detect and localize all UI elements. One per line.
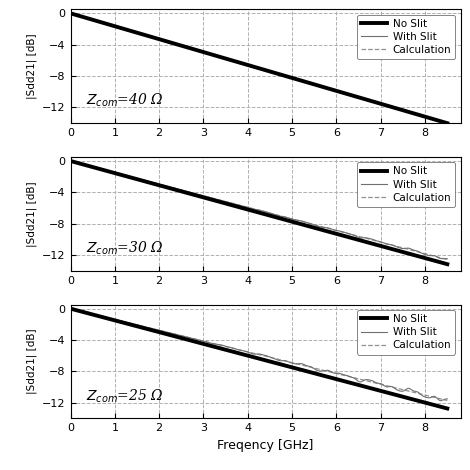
Legend: No Slit, With Slit, Calculation: No Slit, With Slit, Calculation <box>357 162 455 207</box>
Text: $Z_{com}$=25 Ω: $Z_{com}$=25 Ω <box>86 387 164 405</box>
X-axis label: Freqency [GHz]: Freqency [GHz] <box>217 439 314 452</box>
Text: $Z_{com}$=30 Ω: $Z_{com}$=30 Ω <box>86 240 164 257</box>
Y-axis label: |Sdd21| [dB]: |Sdd21| [dB] <box>26 33 37 99</box>
Text: $Z_{com}$=40 Ω: $Z_{com}$=40 Ω <box>86 92 164 110</box>
Legend: No Slit, With Slit, Calculation: No Slit, With Slit, Calculation <box>357 15 455 59</box>
Y-axis label: |Sdd21| [dB]: |Sdd21| [dB] <box>26 181 37 247</box>
Y-axis label: |Sdd21| [dB]: |Sdd21| [dB] <box>26 329 37 394</box>
Legend: No Slit, With Slit, Calculation: No Slit, With Slit, Calculation <box>357 310 455 354</box>
